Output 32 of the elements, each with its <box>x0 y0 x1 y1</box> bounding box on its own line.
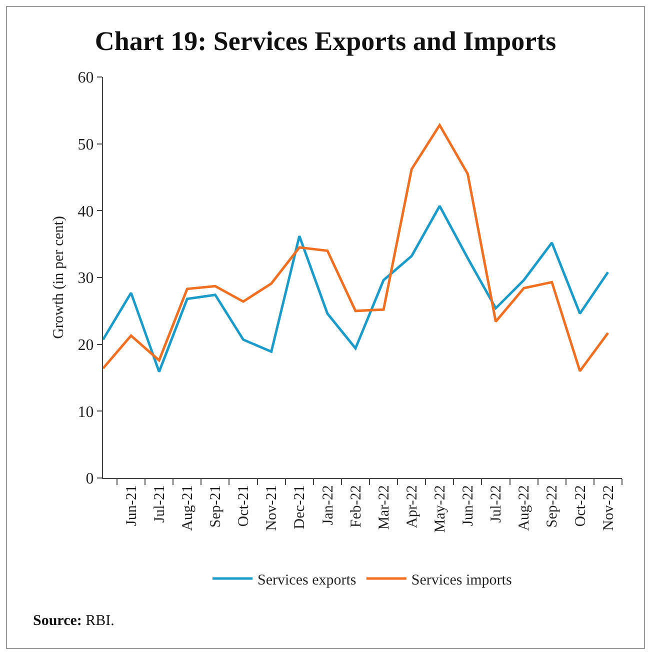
x-tick-label: Nov-21 <box>264 485 280 531</box>
x-tick-label: Aug-22 <box>516 485 533 531</box>
y-tick-label: 20 <box>78 336 94 354</box>
y-axis-title: Growth (in per cent) <box>50 216 67 339</box>
y-tick-label: 60 <box>78 70 94 87</box>
x-tick-label: Mar-22 <box>376 485 392 530</box>
legend-label: Services exports <box>258 572 356 588</box>
x-tick-label: Jul-21 <box>152 485 168 523</box>
x-tick-label: Aug-21 <box>180 485 196 531</box>
y-tick-label: 0 <box>86 470 94 488</box>
source-note: Source: RBI. <box>33 613 114 629</box>
x-tick-label: May-22 <box>432 485 449 533</box>
x-tick-label: Dec-21 <box>292 485 308 530</box>
x-tick-label: Jul-22 <box>488 485 505 523</box>
y-tick-label: 10 <box>78 404 94 421</box>
y-tick-label: 50 <box>78 136 94 154</box>
x-tick-label: Oct-21 <box>236 485 252 527</box>
x-tick-label: Sep-22 <box>544 485 561 528</box>
x-tick-label: Feb-22 <box>348 485 364 528</box>
x-tick-label: Jan-22 <box>320 485 336 526</box>
line-series <box>103 124 610 372</box>
x-tick-label: Jun-21 <box>124 485 140 526</box>
y-tick-label: 30 <box>78 270 94 288</box>
line-series <box>103 204 610 373</box>
x-tick-label: Nov-22 <box>600 485 617 531</box>
legend-label: Services imports <box>411 572 512 588</box>
x-tick-label: Apr-22 <box>404 485 420 528</box>
chart-title: Chart 19: Services Exports and Imports <box>94 26 556 56</box>
x-tick-label: Jun-22 <box>460 485 477 526</box>
x-tick-label: Oct-22 <box>572 485 589 527</box>
y-tick-label: 40 <box>78 203 94 220</box>
x-tick-label: Sep-21 <box>208 485 224 528</box>
